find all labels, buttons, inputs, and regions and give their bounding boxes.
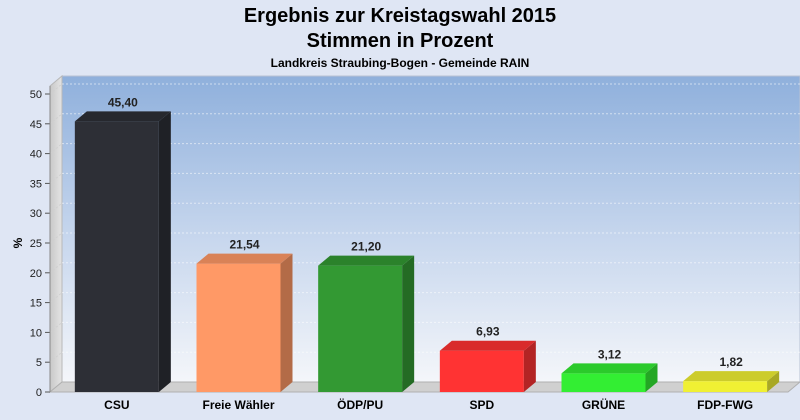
grid-line-side [49, 113, 63, 125]
bar-side [402, 255, 415, 392]
bar-side [158, 111, 171, 392]
grid-line-side [49, 202, 63, 214]
bar-top [561, 363, 658, 374]
grid-line-side [49, 83, 63, 95]
bar-front [683, 381, 768, 392]
y-tick-label: 50 [30, 89, 42, 101]
x-category-label: FDP-FWG [697, 398, 753, 412]
chart-title-block: Ergebnis zur Kreistagswahl 2015 Stimmen … [0, 4, 800, 71]
bar-value-label: 21,54 [229, 238, 259, 252]
bar-front [318, 265, 403, 392]
x-category-label: SPD [469, 398, 494, 412]
bar-front [74, 121, 159, 392]
y-tick-label: 15 [30, 298, 42, 310]
bar-top [683, 371, 780, 382]
y-tick-label: 35 [30, 178, 42, 190]
y-tick-label: 40 [30, 149, 42, 161]
bar-front [439, 350, 524, 392]
y-tick-label: 10 [30, 327, 42, 339]
bar-front [196, 263, 281, 392]
grid-line-side [49, 262, 63, 274]
bar-side [767, 371, 780, 392]
bar-side [280, 253, 293, 392]
bar-value-label: 21,20 [351, 240, 381, 254]
bar-top [74, 111, 171, 122]
bar-value-label: 3,12 [598, 347, 622, 361]
y-axis-label: % [11, 237, 25, 248]
x-category-label: ÖDP/PU [337, 397, 383, 412]
grid-line-side [49, 351, 63, 363]
bar-value-label: 45,40 [108, 95, 138, 109]
grid-line-side [49, 173, 63, 184]
x-category-label: GRÜNE [582, 397, 625, 412]
grid-line-side [49, 232, 63, 244]
y-tick-label: 20 [30, 268, 42, 280]
chart-title-line-1: Ergebnis zur Kreistagswahl 2015 [243, 5, 557, 27]
x-category-label: CSU [104, 398, 129, 412]
bar-side [523, 340, 536, 392]
y-tick-label: 0 [36, 387, 42, 399]
y-tick-label: 25 [30, 238, 42, 250]
bar-front [561, 373, 646, 392]
grid-line-side [49, 292, 63, 303]
bar-top [439, 340, 536, 351]
y-tick-label: 45 [30, 119, 42, 131]
bar-top [196, 253, 293, 264]
chart-title-line-2: Stimmen in Prozent [306, 30, 494, 52]
grid-line-side [49, 143, 63, 154]
chart-subtitle: Landkreis Straubing-Bogen - Gemeinde RAI… [270, 56, 530, 70]
bar-top [318, 255, 415, 266]
x-category-label: Freie Wähler [202, 398, 274, 412]
y-tick-label: 5 [36, 357, 42, 369]
bar-value-label: 1,82 [719, 355, 743, 369]
grid-line-side [49, 322, 63, 333]
y-tick-label: 30 [30, 208, 42, 220]
bar-side [645, 363, 658, 392]
bar-value-label: 6,93 [476, 325, 500, 339]
plot-back-wall [61, 75, 800, 383]
